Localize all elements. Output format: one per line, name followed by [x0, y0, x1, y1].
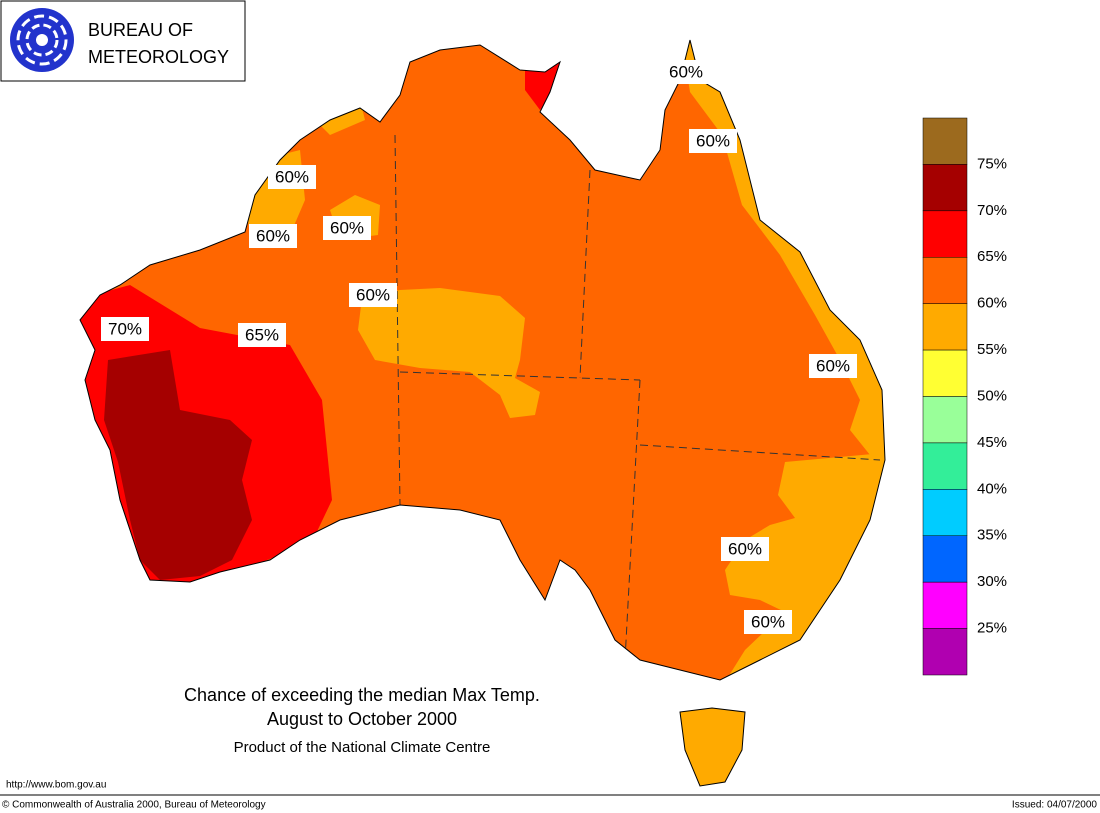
- map-label-box: [323, 216, 371, 240]
- map-label: 60%: [816, 356, 850, 375]
- map-label: 65%: [245, 325, 279, 344]
- map-label-box: [101, 317, 149, 341]
- legend-swatch: [922, 117, 968, 165]
- legend-swatch: [922, 489, 968, 537]
- legend: 75% 70% 65% 60% 55% 50% 45% 40% 35% 30% 25%: [922, 117, 1007, 676]
- map-label: 60%: [669, 62, 703, 81]
- legend-label: 40%: [977, 480, 1007, 497]
- legend-swatch: [922, 581, 968, 629]
- map-label-box: [349, 283, 397, 307]
- legend-swatch: [922, 303, 968, 351]
- header-line: BUREAU OF: [88, 20, 193, 40]
- legend-swatch: [922, 396, 968, 444]
- legend-label: 55%: [977, 341, 1007, 358]
- map-label-box: [721, 537, 769, 561]
- map-label-box: [744, 610, 792, 634]
- caption-product: Product of the National Climate Centre: [234, 739, 491, 756]
- footer-url: http://www.bom.gov.au: [6, 780, 106, 791]
- caption-subtitle: August to October 2000: [267, 709, 457, 729]
- legend-label: 30%: [977, 573, 1007, 590]
- legend-label: 25%: [977, 620, 1007, 637]
- map-label: 60%: [728, 539, 762, 558]
- legend-label: 45%: [977, 434, 1007, 451]
- footer-copyright: © Commonwealth of Australia 2000, Bureau…: [2, 800, 266, 811]
- legend-swatch: [922, 535, 968, 583]
- map-label-box: [249, 224, 297, 248]
- map-label: 60%: [275, 167, 309, 186]
- legend-swatch: [922, 210, 968, 258]
- legend-label: 50%: [977, 387, 1007, 404]
- map-label: 70%: [108, 319, 142, 338]
- map-label-box: [238, 323, 286, 347]
- map-label: 60%: [256, 226, 290, 245]
- map-label: 60%: [696, 131, 730, 150]
- legend-swatch: [922, 349, 968, 397]
- legend-label: 70%: [977, 202, 1007, 219]
- legend-label: 35%: [977, 527, 1007, 544]
- map-label: 60%: [330, 218, 364, 237]
- legend-swatch: [922, 442, 968, 490]
- footer-issued: Issued: 04/07/2000: [1012, 800, 1098, 811]
- legend-swatch: [922, 628, 968, 676]
- map-label-box: [809, 354, 857, 378]
- caption-title: Chance of exceeding the median Max Temp.: [184, 685, 540, 705]
- map-label-box: [689, 129, 737, 153]
- map-label: 60%: [751, 612, 785, 631]
- header-line: METEOROLOGY: [88, 47, 229, 67]
- legend-swatch: [922, 257, 968, 304]
- legend-swatch: [922, 164, 968, 212]
- map-label-box: [268, 165, 316, 189]
- logo: [10, 8, 74, 72]
- legend-label: 65%: [977, 248, 1007, 265]
- map-label: 60%: [356, 285, 390, 304]
- coastline: [79, 39, 886, 787]
- legend-label: 60%: [977, 295, 1007, 312]
- legend-label: 75%: [977, 155, 1007, 172]
- map-label-box: [662, 60, 710, 84]
